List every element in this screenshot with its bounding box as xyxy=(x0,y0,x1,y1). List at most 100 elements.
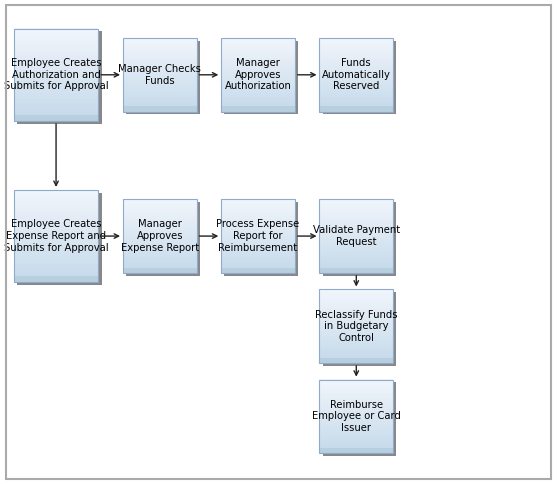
Bar xyxy=(14,279,99,282)
Bar xyxy=(319,104,393,106)
Bar xyxy=(123,55,197,58)
Bar xyxy=(319,419,393,421)
Text: Reimburse
Employee or Card
Issuer: Reimburse Employee or Card Issuer xyxy=(312,400,400,433)
Bar xyxy=(123,104,197,106)
Bar xyxy=(319,443,393,446)
Bar xyxy=(319,394,393,397)
Bar xyxy=(319,62,393,65)
Bar xyxy=(319,82,393,85)
Bar xyxy=(319,241,393,243)
Bar xyxy=(221,268,295,271)
Bar xyxy=(14,254,99,257)
Bar xyxy=(319,428,393,431)
Bar xyxy=(319,389,393,392)
Bar xyxy=(319,77,393,80)
Bar xyxy=(221,256,295,258)
Bar xyxy=(14,208,99,212)
Bar xyxy=(14,190,99,282)
Bar xyxy=(14,68,99,72)
Bar xyxy=(221,246,295,248)
Bar xyxy=(123,60,197,62)
Bar xyxy=(319,231,393,234)
Bar xyxy=(319,311,393,314)
Bar xyxy=(123,209,197,212)
Bar xyxy=(123,226,197,229)
Bar xyxy=(14,44,99,47)
Bar xyxy=(17,193,101,285)
Bar xyxy=(221,268,295,273)
Bar xyxy=(319,40,393,43)
Bar xyxy=(221,258,295,260)
Bar xyxy=(14,115,99,118)
Bar xyxy=(14,115,99,121)
Bar xyxy=(14,214,99,218)
Bar xyxy=(319,70,393,72)
Bar xyxy=(319,323,393,326)
Bar xyxy=(221,212,295,214)
Bar xyxy=(319,404,393,407)
Bar xyxy=(14,31,99,35)
Bar xyxy=(123,109,197,112)
Bar xyxy=(221,106,295,112)
Bar xyxy=(319,350,393,353)
Bar xyxy=(221,84,295,87)
Bar xyxy=(14,264,99,267)
Bar xyxy=(319,268,393,271)
Text: Manager
Approves
Expense Report: Manager Approves Expense Report xyxy=(121,219,199,253)
Bar xyxy=(221,248,295,251)
Bar xyxy=(123,84,197,87)
Bar xyxy=(221,209,295,212)
Bar xyxy=(221,226,295,229)
Bar xyxy=(221,253,295,256)
Bar xyxy=(319,401,393,404)
Bar xyxy=(319,406,393,409)
Bar xyxy=(319,433,393,436)
Bar xyxy=(221,231,295,234)
Bar xyxy=(319,384,393,387)
Bar xyxy=(319,424,393,426)
Bar xyxy=(123,106,197,112)
Bar xyxy=(319,358,393,363)
Bar xyxy=(14,190,99,193)
Bar xyxy=(123,236,197,239)
Bar xyxy=(319,92,393,94)
Bar xyxy=(123,219,197,221)
Bar xyxy=(14,276,99,279)
Bar xyxy=(319,102,393,104)
Bar xyxy=(14,112,99,115)
Bar xyxy=(221,263,295,266)
Bar xyxy=(319,265,393,268)
Bar xyxy=(221,77,295,80)
Bar xyxy=(319,270,393,273)
Bar xyxy=(319,233,393,236)
Bar xyxy=(319,60,393,62)
Bar xyxy=(221,62,295,65)
Text: Process Expense
Report for
Reimbursement: Process Expense Report for Reimbursement xyxy=(217,219,300,253)
Bar xyxy=(221,92,295,94)
Bar xyxy=(123,50,197,53)
Bar xyxy=(221,106,295,109)
Bar xyxy=(123,38,197,112)
Bar xyxy=(123,72,197,75)
Bar xyxy=(14,211,99,214)
Bar xyxy=(319,221,393,224)
Bar xyxy=(319,360,393,363)
Bar xyxy=(221,58,295,60)
Bar xyxy=(319,212,393,214)
Bar xyxy=(319,336,393,338)
Bar xyxy=(14,248,99,252)
Bar xyxy=(319,411,393,414)
Bar xyxy=(123,201,197,204)
Bar xyxy=(123,204,197,207)
Bar xyxy=(123,268,197,271)
Bar xyxy=(319,299,393,302)
Bar xyxy=(123,67,197,70)
Bar xyxy=(123,75,197,77)
Bar xyxy=(319,353,393,356)
Bar xyxy=(319,72,393,75)
Bar xyxy=(319,106,393,112)
Bar xyxy=(123,58,197,60)
Bar xyxy=(319,294,393,297)
Bar xyxy=(123,199,197,273)
Bar xyxy=(319,387,393,389)
